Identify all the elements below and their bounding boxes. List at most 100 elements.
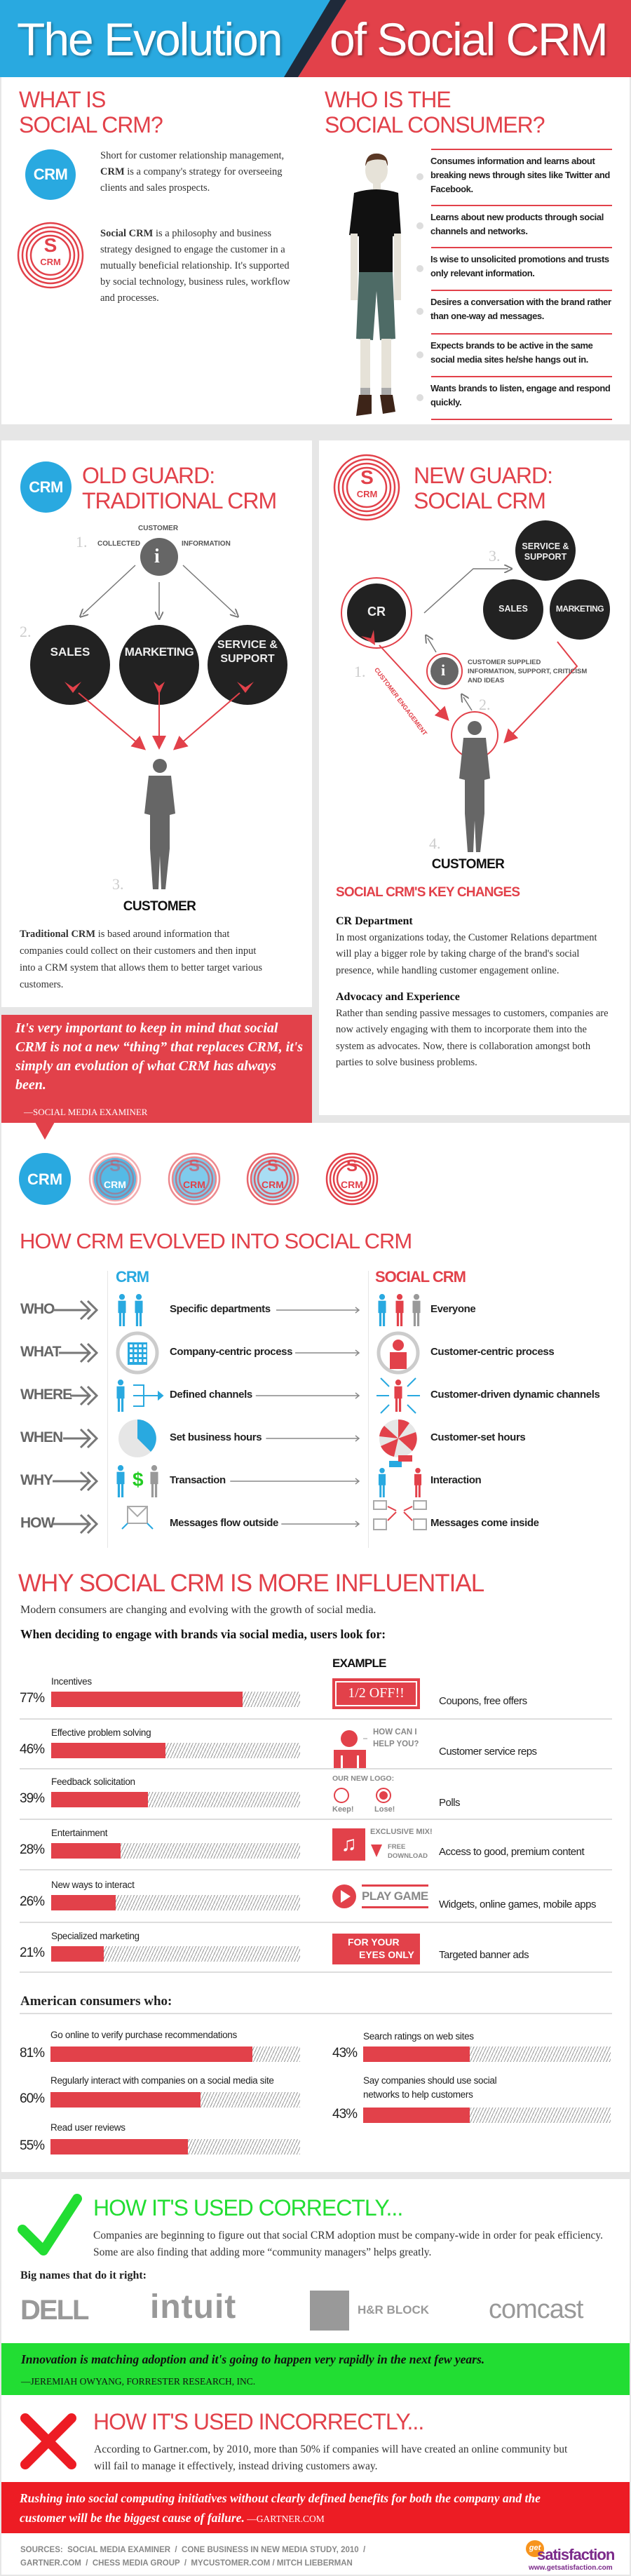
social-crm-row-text: Interaction	[430, 1474, 482, 1486]
social-consumer-figure	[349, 153, 401, 416]
key-changes-heading: SOCIAL CRM'S KEY CHANGES	[336, 885, 520, 900]
factor-bar-fill	[51, 1843, 121, 1859]
logo-url[interactable]: www.getsatisfaction.com	[529, 2564, 613, 2572]
consumer-trait: Wants brands to listen, engage and respo…	[430, 383, 611, 407]
divider	[431, 290, 612, 291]
row-graphics	[53, 1455, 422, 1497]
badge-crm: CRM	[183, 1179, 205, 1190]
what-is-heading: WHAT IS SOCIAL CRM?	[19, 87, 163, 137]
checkmark-icon	[18, 2194, 82, 2255]
intuit-logo: intuit	[150, 2288, 237, 2326]
row-graphics	[59, 1331, 420, 1375]
consumer-stat-percent: 55%	[20, 2138, 45, 2153]
factor-bar-fill	[51, 1895, 116, 1910]
social-crm-row-text: Customer-centric process	[430, 1346, 555, 1358]
crm-badge: CRM	[25, 149, 76, 200]
evolution-section	[1, 1123, 630, 2172]
consumer-stat-label: Say companies should use social networks…	[363, 2075, 497, 2100]
text: Short for customer relationship manageme…	[100, 150, 285, 161]
factor-label: Incentives	[51, 1676, 92, 1687]
text: is a philosophy and business strategy de…	[100, 228, 290, 304]
influential-heading: WHY SOCIAL CRM IS MORE INFLUENTIAL	[18, 1570, 484, 1597]
evolution-badge-5	[325, 1152, 379, 1206]
heading-line: SOCIAL CRM?	[19, 112, 163, 137]
speech-bubble-icon	[398, 1455, 412, 1462]
chevron-arrow-icon	[59, 1342, 99, 1363]
badge-s: S	[360, 466, 374, 488]
divider	[20, 1869, 612, 1870]
factor-bar-fill	[51, 1692, 243, 1707]
customer-rep-icon	[334, 1730, 367, 1768]
heading-line: TRADITIONAL CRM	[82, 488, 277, 513]
used-correctly-heading: HOW IT'S USED CORRECTLY...	[93, 2195, 403, 2220]
banner-line: FOR YOUR	[348, 1936, 400, 1948]
channels-arrows-icon	[133, 1384, 164, 1407]
dollar-icon: $	[133, 1469, 144, 1490]
info-icon-glyph: i	[441, 661, 446, 679]
info-icon	[140, 538, 178, 576]
transition-arrow-icon	[291, 1349, 360, 1356]
rep-speech: HOW CAN I HELP YOU?	[373, 1727, 419, 1751]
crm-row-text: Defined channels	[170, 1389, 255, 1401]
badge-s: S	[109, 1156, 121, 1175]
quote-attribution: —GARTNER.COM	[244, 2514, 325, 2524]
consumer-stat-bar	[363, 2108, 611, 2123]
heading-line: OLD GUARD:	[82, 463, 215, 488]
customer-caption: CUSTOMER	[431, 857, 505, 872]
badge-s: S	[266, 1156, 278, 1175]
factor-bar-fill	[51, 1792, 149, 1807]
divider	[431, 149, 612, 150]
heading-line: SOCIAL CRM	[414, 488, 546, 513]
speech-line: HOW CAN I	[373, 1728, 417, 1737]
influential-intro: Modern consumers are changing and evolvi…	[20, 1604, 376, 1616]
sales-circle-label: SALES	[498, 604, 528, 614]
badge-crm: CRM	[356, 489, 378, 499]
quote-attribution: —SOCIAL MEDIA EXAMINER	[24, 1107, 148, 1117]
customer-silhouette	[459, 721, 490, 852]
play-icon	[332, 1884, 356, 1908]
heading-line: WHAT IS	[19, 87, 106, 112]
badge-s: S	[43, 234, 57, 256]
step-number: 1.	[354, 663, 366, 680]
key-change-title: Advocacy and Experience	[336, 991, 460, 1003]
consumer-stat-bar	[363, 2046, 611, 2062]
divider	[20, 1922, 612, 1923]
customer-caption: CUSTOMER	[123, 899, 196, 914]
used-incorrectly-heading: HOW IT'S USED INCORRECTLY...	[93, 2409, 424, 2434]
innovation-quote-band	[1, 2343, 630, 2395]
quote-attribution: —JEREMIAH OWYANG, FORRESTER RESEARCH, IN…	[21, 2376, 256, 2387]
factor-label: Entertainment	[51, 1828, 108, 1838]
quote-box	[1, 1015, 312, 1123]
evolution-badge-3	[168, 1152, 221, 1206]
envelope-outgoing-icon	[121, 1506, 154, 1530]
consumer-stat-bar	[50, 2139, 300, 2154]
example-label: EXAMPLE	[332, 1657, 386, 1670]
step-number: 2.	[479, 696, 491, 713]
example-description: Targeted banner ads	[439, 1949, 529, 1961]
customer-supplied-label: CUSTOMER SUPPLIED INFORMATION, SUPPORT, …	[468, 659, 588, 685]
factor-bar	[51, 1792, 300, 1807]
old-guard-heading: OLD GUARD: TRADITIONAL CRM	[82, 463, 277, 513]
person-icon	[414, 1468, 422, 1497]
poll-title: OUR NEW LOGO:	[332, 1774, 395, 1783]
crm-row-text: Messages flow outside	[170, 1517, 281, 1529]
hr-block-logo: H&R BLOCK	[358, 2303, 429, 2317]
speech-bubble-icon	[389, 1461, 402, 1467]
divider	[20, 1768, 612, 1769]
consumer-stat-bar	[50, 2092, 300, 2108]
factor-percent: 39%	[20, 1791, 45, 1806]
divider	[431, 247, 612, 248]
getsatisfaction-logo[interactable]: get satisfaction www.getsatisfaction.com	[526, 2540, 624, 2572]
crm-definition: Short for customer relationship manageme…	[100, 148, 286, 196]
factor-bar-fill	[51, 1743, 166, 1758]
crm-row-text: Transaction	[170, 1474, 229, 1486]
row-question: WHO	[20, 1301, 55, 1317]
old-guard-panel	[1, 440, 312, 1007]
heading-line: WHO IS THE	[325, 87, 452, 112]
divider	[431, 419, 612, 420]
person-icon	[150, 1465, 158, 1497]
factor-label: Specialized marketing	[51, 1931, 140, 1941]
bullet-dot-icon	[416, 393, 423, 401]
social-crm-badge: S CRM	[17, 222, 84, 289]
badge-crm: CRM	[262, 1179, 284, 1190]
